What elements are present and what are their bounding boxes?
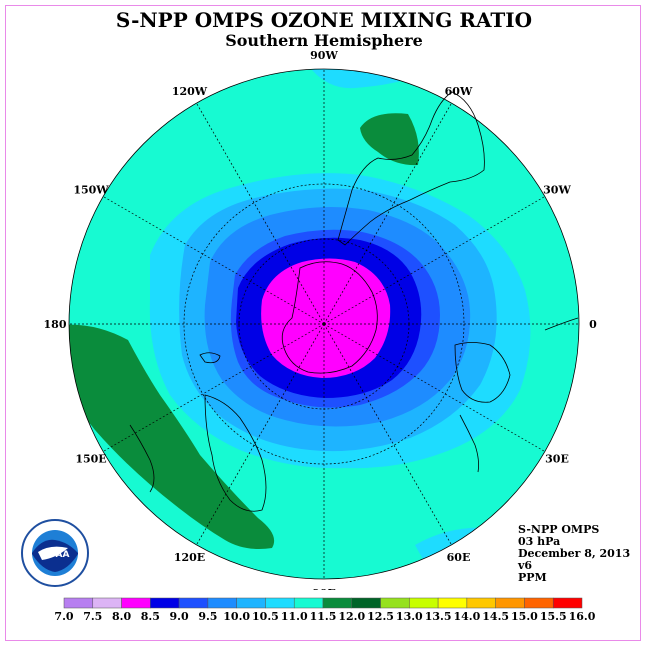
colorbar-tick-label: 12.0 xyxy=(338,610,365,623)
colorbar-swatch xyxy=(351,597,381,609)
colorbar-swatch xyxy=(178,597,209,609)
colorbar-tick-label: 11.5 xyxy=(310,610,337,623)
colorbar-swatch xyxy=(207,597,237,609)
contour-11-5-south xyxy=(69,324,275,549)
colorbar-swatch xyxy=(265,597,295,609)
info-instrument: S-NPP OMPS xyxy=(518,523,600,536)
colorbar-tick-label: 13.0 xyxy=(396,610,423,623)
longitude-label: 30E xyxy=(545,453,569,466)
meridian-line xyxy=(323,323,452,546)
colorbar-tick-label: 10.5 xyxy=(252,610,279,623)
colorbar-swatch xyxy=(121,597,151,609)
contour-8-0 xyxy=(261,258,391,378)
map-boundary xyxy=(68,68,580,580)
meridian-line xyxy=(323,196,546,325)
colorbar-swatch xyxy=(92,597,122,609)
meridian-line xyxy=(102,323,325,452)
map-title: S-NPP OMPS OZONE MIXING RATIO xyxy=(115,8,533,32)
colorbar-swatches xyxy=(63,597,583,609)
meridian-line xyxy=(196,102,325,325)
polar-map: 90W 60W 30W 0 30E 60E 90E 120E 150E 180 150W 120W xyxy=(44,49,598,590)
colorbar-tick-label: 13.5 xyxy=(425,610,452,623)
longitude-label: 90W xyxy=(310,49,338,62)
colorbar-swatch xyxy=(466,597,496,609)
madagascar-coast xyxy=(459,414,479,473)
colorbar: 7.0 7.5 8.0 8.5 9.0 9.5 10.0 10.5 11.0 11.5 12.0 12… xyxy=(54,597,596,623)
longitude-label: 180 xyxy=(44,318,67,331)
africa-edge-coast xyxy=(544,317,579,331)
meridian-line xyxy=(196,323,325,546)
colorbar-swatch xyxy=(437,597,468,609)
info-date: December 8, 2013 xyxy=(518,547,631,560)
tasmania-coast xyxy=(199,352,221,364)
colorbar-swatch xyxy=(150,597,180,609)
colorbar-swatch xyxy=(552,597,583,609)
colorbar-tick-label: 14.5 xyxy=(482,610,509,623)
colorbar-tick-label: 8.5 xyxy=(141,610,160,623)
longitude-label: 90E xyxy=(312,587,336,590)
meridian-lines xyxy=(69,69,579,579)
meridian-line xyxy=(102,196,325,325)
colorbar-swatch xyxy=(236,597,266,609)
colorbar-tick-label: 8.0 xyxy=(112,610,131,623)
colorbar-tick-label: 7.0 xyxy=(54,610,73,623)
colorbar-tick-label: 14.0 xyxy=(453,610,480,623)
info-units: PPM xyxy=(518,571,547,584)
colorbar-swatch xyxy=(63,597,94,609)
australia-coast xyxy=(204,394,267,512)
colorbar-swatch xyxy=(380,597,410,609)
south-america-coast xyxy=(337,91,485,246)
colorbar-tick-label: 16.0 xyxy=(569,610,596,623)
graticule xyxy=(69,69,579,579)
colorbar-tick-label: 9.5 xyxy=(198,610,217,623)
info-version: v6 xyxy=(518,559,533,572)
antarctica-coast xyxy=(281,261,378,374)
noaa-logo: NOAA xyxy=(21,519,89,587)
colorbar-tick-label: 7.5 xyxy=(83,610,102,623)
southern-africa-coast xyxy=(454,342,511,403)
info-level: 03 hPa xyxy=(518,535,561,548)
new-zealand-coast xyxy=(129,424,155,493)
longitude-labels: 90W 60W 30W 0 30E 60E 90E 120E 150E 180 150W 120W xyxy=(44,49,598,590)
coastlines xyxy=(129,91,579,512)
colorbar-swatch xyxy=(293,597,324,609)
colorbar-tick-label: 11.0 xyxy=(281,610,308,623)
colorbar-tick-label: 15.5 xyxy=(540,610,567,623)
longitude-label: 0 xyxy=(589,318,597,331)
longitude-label: 60W xyxy=(445,85,473,98)
colorbar-swatch xyxy=(409,597,439,609)
colorbar-swatch xyxy=(495,597,525,609)
page-frame xyxy=(5,5,641,641)
longitude-label: 120W xyxy=(172,85,208,98)
meridian-line xyxy=(323,323,546,452)
longitude-label: 150E xyxy=(75,453,106,466)
longitude-label: 120E xyxy=(174,551,205,564)
noaa-logo-text: NOAA xyxy=(41,550,70,560)
colorbar-tick-label: 10.0 xyxy=(223,610,250,623)
colorbar-tick-label: 12.5 xyxy=(367,610,394,623)
longitude-label: 60E xyxy=(447,551,471,564)
colorbar-swatch xyxy=(322,597,353,609)
colorbar-tick-label: 9.0 xyxy=(170,610,189,623)
longitude-label: 30W xyxy=(543,184,571,197)
map-subtitle: Southern Hemisphere xyxy=(225,31,423,50)
longitude-label: 150W xyxy=(73,184,109,197)
meridian-line xyxy=(323,102,452,325)
colorbar-tick-labels: 7.0 7.5 8.0 8.5 9.0 9.5 10.0 10.5 11.0 11.5 12.0 12… xyxy=(54,610,595,623)
contour-11-5-north xyxy=(360,113,419,166)
colorbar-tick-label: 15.0 xyxy=(511,610,538,623)
info-block: S-NPP OMPS 03 hPa December 8, 2013 v6 PP… xyxy=(518,524,630,584)
colorbar-swatch xyxy=(524,597,554,609)
